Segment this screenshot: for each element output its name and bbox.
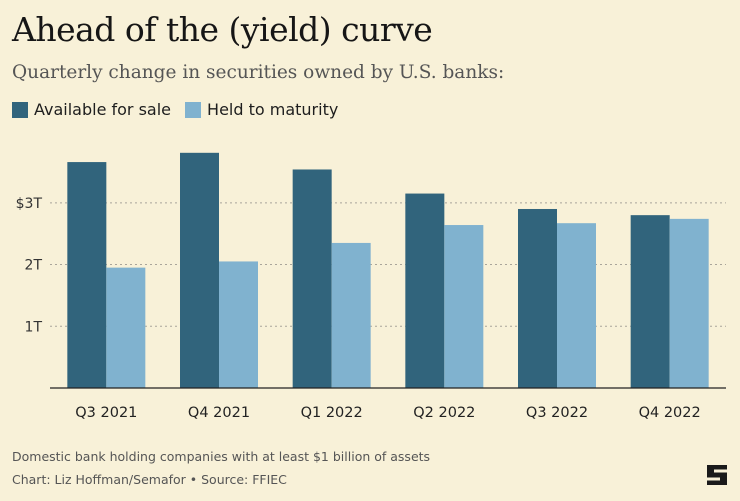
bar-held-to-maturity <box>444 225 484 388</box>
legend-item-available-for-sale: Available for sale <box>12 100 171 119</box>
bar-available-for-sale <box>67 162 107 388</box>
bar-held-to-maturity <box>557 223 596 388</box>
legend-label-available-for-sale: Available for sale <box>34 100 172 119</box>
legend-swatch-available-for-sale <box>12 101 28 118</box>
y-tick-label: 1T <box>25 319 43 335</box>
bar-held-to-maturity <box>219 261 258 388</box>
bar-held-to-maturity <box>669 218 709 388</box>
legend-item-held-to-maturity: Held to maturity <box>185 100 338 119</box>
bar-held-to-maturity <box>331 242 371 388</box>
x-tick-label: Q4 2022 <box>639 405 701 421</box>
x-tick-label: Q2 2022 <box>413 405 475 421</box>
bar-available-for-sale <box>292 169 332 388</box>
bar-available-for-sale <box>518 208 557 388</box>
chart-footnote: Domestic bank holding companies with at … <box>12 449 431 464</box>
x-tick-label: Q3 2022 <box>526 405 588 421</box>
legend-label-held-to-maturity: Held to maturity <box>207 100 339 119</box>
bar-held-to-maturity <box>106 267 146 388</box>
chart-subtitle: Quarterly change in securities owned by … <box>12 62 505 83</box>
y-tick-label: 2T <box>25 258 43 274</box>
semafor-logo-icon <box>707 465 727 485</box>
bar-available-for-sale <box>630 215 670 388</box>
chart-title: Ahead of the (yield) curve <box>12 10 433 49</box>
bar-available-for-sale <box>405 193 445 388</box>
y-tick-label: $3T <box>16 196 43 212</box>
chart-credit: Chart: Liz Hoffman/Semafor • Source: FFI… <box>12 472 287 487</box>
legend: Available for sale Held to maturity <box>12 100 352 119</box>
x-tick-label: Q1 2022 <box>301 405 363 421</box>
x-tick-label: Q3 2021 <box>75 405 137 421</box>
legend-swatch-held-to-maturity <box>185 101 202 118</box>
x-tick-label: Q4 2021 <box>188 405 250 421</box>
bar-available-for-sale <box>180 152 219 388</box>
